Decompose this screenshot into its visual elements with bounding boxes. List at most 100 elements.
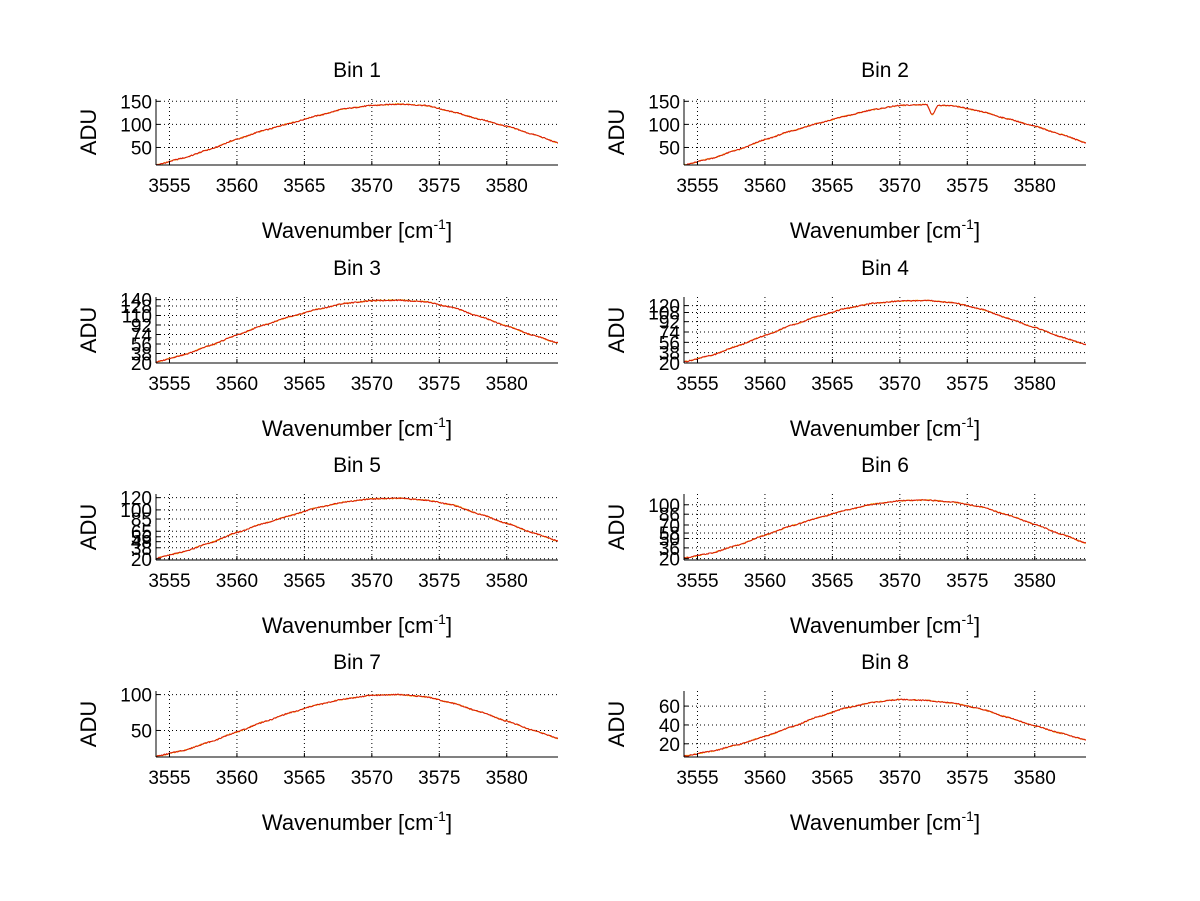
y-tick-label: 150	[648, 92, 680, 113]
y-tick-label: 86	[659, 505, 680, 526]
x-tick-label: 3565	[811, 571, 853, 592]
x-tick-label: 3575	[946, 176, 988, 197]
x-tick-label: 3560	[216, 571, 258, 592]
x-tick-label: 3560	[216, 176, 258, 197]
x-tick-label: 3565	[283, 571, 325, 592]
subplot-title: Bin 6	[861, 454, 909, 477]
subplot-title: Bin 8	[861, 651, 909, 674]
y-axis-label: ADU	[604, 109, 629, 155]
x-axis-label: Wavenumber [cm-1]	[790, 216, 980, 243]
y-tick-label: 38	[131, 539, 152, 560]
x-tick-label: 3560	[744, 176, 786, 197]
x-axis-label: Wavenumber [cm-1]	[790, 611, 980, 638]
x-tick-label: 3565	[283, 768, 325, 789]
subplot-bin-7: Bin 7 3555 3560 3565 3570 3575 3580 50 100 Wavenu…	[76, 651, 558, 835]
y-tick-label: 20	[659, 735, 680, 756]
x-tick-label: 3580	[1014, 176, 1056, 197]
y-tick-label: 48	[131, 533, 152, 554]
x-axis-label: Wavenumber [cm-1]	[790, 808, 980, 835]
x-tick-label: 3570	[879, 176, 921, 197]
y-tick-label: 40	[659, 716, 680, 737]
y-tick-label: 56	[131, 528, 152, 549]
x-tick-label: 3560	[216, 768, 258, 789]
y-tick-label: 50	[131, 721, 152, 742]
x-tick-label: 3575	[946, 571, 988, 592]
y-axis-label: ADU	[604, 307, 629, 353]
y-axis-label: ADU	[76, 109, 101, 155]
x-tick-label: 3555	[148, 374, 190, 395]
y-tick-label: 120	[648, 297, 680, 318]
y-tick-label: 20	[131, 550, 152, 571]
y-tick-label: 150	[120, 92, 152, 113]
x-tick-label: 3560	[744, 374, 786, 395]
subplot-bin-5: Bin 5 3555 3560 3565 3570 3575 3580 20384856658…	[76, 454, 558, 638]
y-tick-label: 140	[120, 291, 152, 312]
x-tick-label: 3570	[879, 768, 921, 789]
x-tick-label: 3580	[1014, 571, 1056, 592]
y-tick-label: 60	[659, 697, 680, 718]
y-tick-label: 92	[131, 316, 152, 337]
y-tick-label: 120	[120, 489, 152, 510]
x-tick-label: 3580	[486, 374, 528, 395]
x-tick-label: 3560	[744, 768, 786, 789]
series-line-red	[156, 103, 558, 165]
y-tick-label: 20	[659, 354, 680, 375]
spectrum-traces	[684, 498, 1086, 559]
x-axis-label: Wavenumber [cm-1]	[790, 414, 980, 441]
x-tick-label: 3575	[946, 768, 988, 789]
x-tick-label: 3570	[351, 374, 393, 395]
x-tick-label: 3575	[418, 176, 460, 197]
series-line-red	[684, 698, 1086, 757]
x-tick-label: 3580	[486, 768, 528, 789]
x-tick-label: 3580	[1014, 374, 1056, 395]
subplot-title: Bin 3	[333, 257, 381, 280]
x-tick-label: 3570	[879, 374, 921, 395]
series-line-red	[684, 499, 1086, 559]
y-tick-label: 92	[659, 313, 680, 334]
y-axis-label: ADU	[76, 307, 101, 353]
y-tick-label: 110	[122, 306, 152, 327]
y-tick-label: 100	[120, 686, 152, 707]
series-line-red	[156, 298, 558, 363]
y-tick-label: 20	[131, 354, 152, 375]
x-tick-label: 3560	[216, 374, 258, 395]
x-tick-label: 3555	[676, 176, 718, 197]
x-tick-label: 3570	[879, 571, 921, 592]
x-axis-label: Wavenumber [cm-1]	[262, 611, 452, 638]
y-tick-label: 65	[131, 522, 152, 543]
subplot-title: Bin 5	[333, 454, 381, 477]
x-tick-label: 3565	[811, 176, 853, 197]
x-tick-label: 3565	[283, 176, 325, 197]
x-tick-label: 3565	[811, 768, 853, 789]
x-tick-label: 3560	[744, 571, 786, 592]
x-tick-label: 3555	[148, 768, 190, 789]
x-tick-label: 3575	[418, 768, 460, 789]
y-tick-label: 38	[131, 344, 152, 365]
spectrum-traces	[156, 693, 558, 757]
y-tick-label: 56	[131, 335, 152, 356]
x-tick-label: 3565	[283, 374, 325, 395]
spectrum-traces	[156, 103, 558, 165]
y-axis-label: ADU	[604, 701, 629, 747]
y-tick-label: 74	[659, 323, 681, 344]
y-tick-label: 85	[131, 510, 152, 531]
series-line-red	[156, 693, 558, 757]
x-tick-label: 3575	[946, 374, 988, 395]
y-tick-label: 20	[659, 550, 680, 571]
x-tick-label: 3570	[351, 768, 393, 789]
spectrum-traces	[684, 299, 1086, 363]
subplot-title: Bin 7	[333, 651, 381, 674]
x-tick-label: 3580	[1014, 768, 1056, 789]
y-tick-label: 100	[648, 496, 680, 517]
x-tick-label: 3555	[676, 768, 718, 789]
y-tick-label: 128	[120, 297, 152, 318]
y-axis-label: ADU	[76, 701, 101, 747]
x-tick-label: 3555	[148, 176, 190, 197]
y-tick-label: 58	[659, 524, 680, 545]
x-tick-label: 3570	[351, 571, 393, 592]
x-axis-label: Wavenumber [cm-1]	[262, 216, 452, 243]
